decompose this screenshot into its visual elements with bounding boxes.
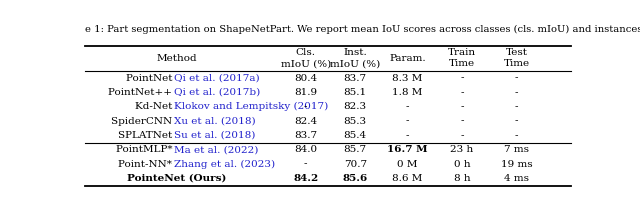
Text: SpiderCNN: SpiderCNN (111, 117, 174, 126)
Text: -: - (460, 74, 463, 83)
Text: Xu et al. (2018): Xu et al. (2018) (174, 117, 256, 126)
Text: 84.2: 84.2 (293, 174, 318, 183)
Text: Klokov and Lempitsky (2017): Klokov and Lempitsky (2017) (174, 102, 328, 111)
Text: Qi et al. (2017b): Qi et al. (2017b) (174, 88, 260, 97)
Text: Cls.
mIoU (%): Cls. mIoU (%) (280, 48, 331, 68)
Text: Test
Time: Test Time (504, 48, 529, 68)
Text: -: - (460, 88, 463, 97)
Text: SPLATNet: SPLATNet (118, 131, 174, 140)
Text: e 1: Part segmentation on ShapeNetPart. We report mean IoU scores across classes: e 1: Part segmentation on ShapeNetPart. … (85, 25, 640, 34)
Text: 1.8 M: 1.8 M (392, 88, 422, 97)
Text: 85.4: 85.4 (344, 131, 367, 140)
Text: -: - (515, 102, 518, 111)
Text: Zhang et al. (2023): Zhang et al. (2023) (174, 160, 275, 169)
Text: 83.7: 83.7 (294, 131, 317, 140)
Text: 85.3: 85.3 (344, 117, 367, 126)
Text: Param.: Param. (389, 54, 426, 63)
Text: -: - (406, 131, 409, 140)
Text: Su et al. (2018): Su et al. (2018) (174, 131, 255, 140)
Text: 85.1: 85.1 (344, 88, 367, 97)
Text: 8.6 M: 8.6 M (392, 174, 422, 183)
Text: Ma et al. (2022): Ma et al. (2022) (174, 145, 259, 154)
Text: 19 ms: 19 ms (500, 160, 532, 169)
Text: 84.0: 84.0 (294, 145, 317, 154)
Text: -: - (515, 117, 518, 126)
Text: Train
Time: Train Time (448, 48, 476, 68)
Text: -: - (406, 117, 409, 126)
Text: PointMLP*: PointMLP* (116, 145, 174, 154)
Text: -: - (515, 131, 518, 140)
Text: -: - (515, 74, 518, 83)
Text: -: - (304, 160, 307, 169)
Text: -: - (304, 102, 307, 111)
Text: 0 M: 0 M (397, 160, 418, 169)
Text: 8 h: 8 h (454, 174, 470, 183)
Text: 80.4: 80.4 (294, 74, 317, 83)
Text: 0 h: 0 h (454, 160, 470, 169)
Text: 82.3: 82.3 (344, 102, 367, 111)
Text: 16.7 M: 16.7 M (387, 145, 428, 154)
Text: 85.6: 85.6 (342, 174, 368, 183)
Text: 4 ms: 4 ms (504, 174, 529, 183)
Text: Point-NN*: Point-NN* (118, 160, 174, 169)
Text: PointNet++: PointNet++ (108, 88, 174, 97)
Text: PointNet: PointNet (125, 74, 174, 83)
Text: Kd-Net: Kd-Net (135, 102, 174, 111)
Text: -: - (460, 102, 463, 111)
Text: -: - (515, 88, 518, 97)
Text: 85.7: 85.7 (344, 145, 367, 154)
Text: -: - (406, 102, 409, 111)
Text: 8.3 M: 8.3 M (392, 74, 422, 83)
Text: 7 ms: 7 ms (504, 145, 529, 154)
Text: 70.7: 70.7 (344, 160, 367, 169)
Text: 81.9: 81.9 (294, 88, 317, 97)
Text: 83.7: 83.7 (344, 74, 367, 83)
Text: Method: Method (156, 54, 197, 63)
Text: 82.4: 82.4 (294, 117, 317, 126)
Text: -: - (460, 117, 463, 126)
Text: Inst.
mIoU (%): Inst. mIoU (%) (330, 48, 380, 68)
Text: PointeNet (Ours): PointeNet (Ours) (127, 174, 227, 183)
Text: -: - (460, 131, 463, 140)
Text: Qi et al. (2017a): Qi et al. (2017a) (174, 74, 260, 83)
Text: 23 h: 23 h (451, 145, 474, 154)
